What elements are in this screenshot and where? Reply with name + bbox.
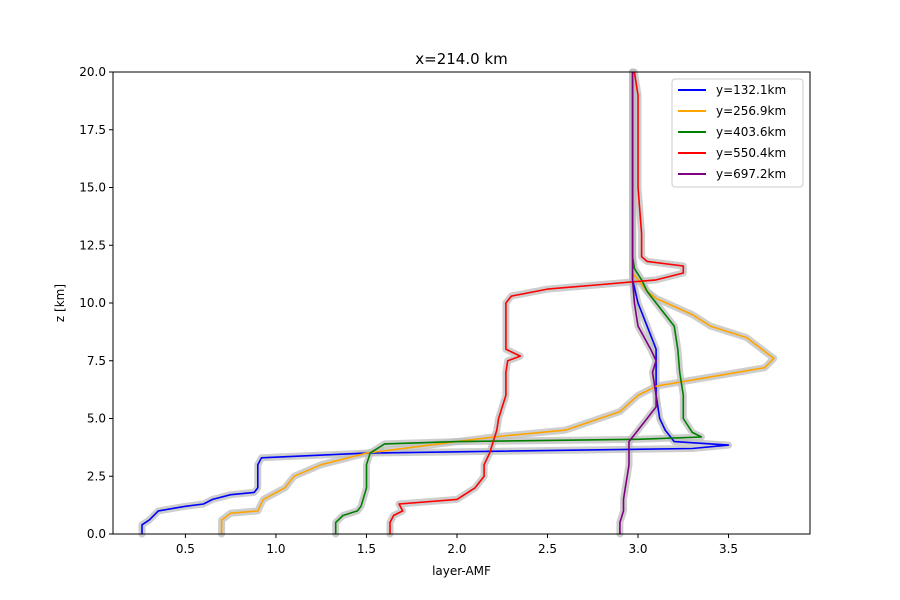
y-tick-label: 7.5 xyxy=(87,354,106,368)
y-tick-label: 12.5 xyxy=(79,238,106,252)
y-tick-label: 17.5 xyxy=(79,123,106,137)
y-tick-label: 0.0 xyxy=(87,527,106,541)
legend-entry: y=403.6km xyxy=(716,125,786,139)
x-tick-label: 1.0 xyxy=(266,542,285,556)
y-tick-label: 2.5 xyxy=(87,469,106,483)
legend-entry: y=697.2km xyxy=(716,167,786,181)
legend-box xyxy=(671,78,804,188)
y-axis-ticks: 0.0 2.5 5.0 7.5 10.0 12.5 15.0 17.5 20.0 xyxy=(79,65,113,541)
x-tick-label: 2.0 xyxy=(447,542,466,556)
x-axis-label: layer-AMF xyxy=(432,564,491,578)
y-tick-label: 20.0 xyxy=(79,65,106,79)
series-line xyxy=(619,72,657,534)
chart-title: x=214.0 km xyxy=(415,50,507,68)
x-tick-label: 3.5 xyxy=(719,542,738,556)
y-axis-label: z [km] xyxy=(53,284,67,322)
y-tick-label: 15.0 xyxy=(79,181,106,195)
legend-entry: y=132.1km xyxy=(716,83,786,97)
legend-entry: y=550.4km xyxy=(716,146,786,160)
x-tick-label: 2.5 xyxy=(538,542,557,556)
x-tick-label: 3.0 xyxy=(628,542,647,556)
legend-entry: y=256.9km xyxy=(716,104,786,118)
x-axis-ticks: 0.5 1.0 1.5 2.0 2.5 3.0 3.5 xyxy=(176,534,738,556)
series-line xyxy=(389,71,685,534)
legend: y=132.1km y=256.9km y=403.6km y=550.4km y=69… xyxy=(671,78,804,188)
y-tick-label: 5.0 xyxy=(87,412,106,426)
series-lines xyxy=(141,71,775,534)
y-tick-label: 10.0 xyxy=(79,296,106,310)
x-tick-label: 0.5 xyxy=(176,542,195,556)
x-tick-label: 1.5 xyxy=(357,542,376,556)
